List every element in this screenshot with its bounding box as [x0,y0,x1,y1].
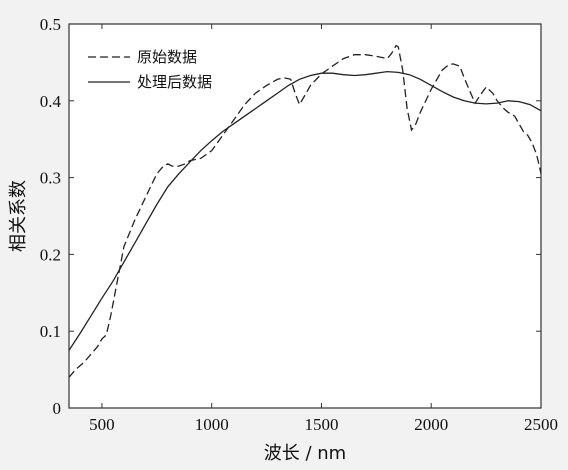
plot-area [69,24,541,408]
legend: 原始数据 处理后数据 [88,48,212,91]
plot-frame [68,23,542,409]
x-tick-label: 1000 [195,415,229,434]
legend-label-raw: 原始数据 [137,48,197,66]
x-tick-label: 1500 [304,415,338,434]
x-tick-label: 2500 [524,415,558,434]
y-tick-label: 0 [53,399,62,418]
x-tick-label: 500 [89,415,115,434]
tick-layer: 500 1000 1500 2000 2500 0 0.1 0.2 0.3 0.4 0.5 [40,15,558,434]
y-tick-label: 0.2 [40,245,61,264]
x-axis-title: 波长 / nm [264,443,346,464]
y-tick-label: 0.5 [40,15,61,34]
y-axis-title: 相关系数 [8,180,29,252]
series-layer [68,44,542,378]
y-tick-label: 0.1 [40,322,61,341]
series-line-1 [68,70,542,351]
x-tick-label: 2000 [414,415,448,434]
y-tick-label: 0.3 [40,169,61,188]
y-tick-label: 0.4 [40,92,62,111]
legend-label-processed: 处理后数据 [137,73,212,91]
series-line-0 [68,44,542,378]
